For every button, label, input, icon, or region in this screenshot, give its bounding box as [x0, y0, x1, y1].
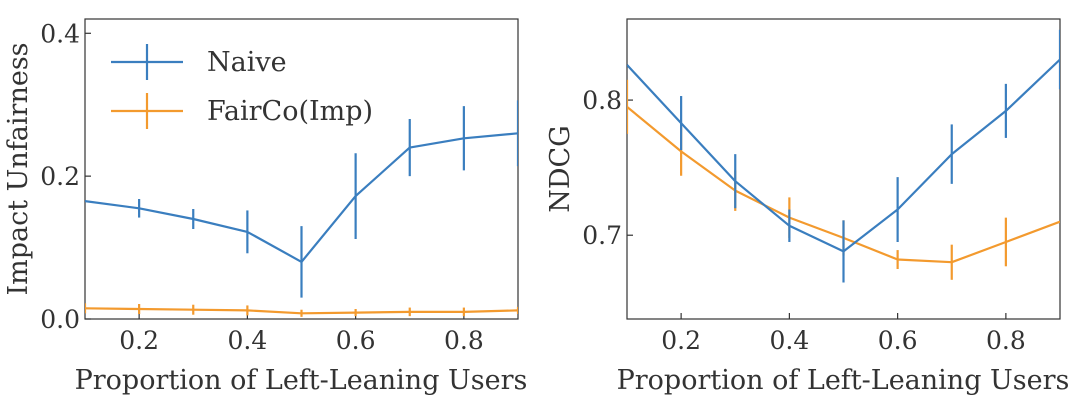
- y-tick-label: 0.8: [582, 86, 622, 115]
- y-ticks: 0.0 0.2 0.4: [40, 19, 91, 334]
- impact-unfairness-chart: 0.0 0.2 0.4 0.2 0.4 0.6 0.8 Proportion of Lef…: [3, 18, 528, 396]
- y-ticks: 0.7 0.8: [582, 86, 633, 250]
- x-tick-label: 0.4: [227, 326, 267, 355]
- y-tick-label: 0.2: [40, 162, 80, 191]
- x-tick-label: 0.8: [986, 326, 1026, 355]
- x-ticks: 0.2 0.4 0.6 0.8: [661, 313, 1026, 355]
- series-group: [85, 100, 518, 317]
- y-tick-label: 0.4: [40, 19, 80, 48]
- x-axis-label: Proportion of Left-Leaning Users: [75, 365, 528, 396]
- series-group: [627, 29, 1060, 283]
- y-tick-label: 0.0: [40, 305, 80, 334]
- x-tick-label: 0.2: [119, 326, 159, 355]
- legend-naive-label: Naive: [207, 47, 287, 78]
- y-axis-label: NDCG: [545, 125, 576, 213]
- plot-area-frame: [626, 18, 1061, 320]
- legend-fairco-label: FairCo(Imp): [207, 96, 373, 127]
- x-ticks: 0.2 0.4 0.6 0.8: [119, 313, 484, 355]
- y-axis-label: Impact Unfairness: [3, 42, 34, 295]
- y-tick-label: 0.7: [582, 221, 622, 250]
- x-tick-label: 0.8: [444, 326, 484, 355]
- x-tick-label: 0.6: [336, 326, 376, 355]
- plot-area-frame: [84, 18, 519, 320]
- x-tick-label: 0.4: [769, 326, 809, 355]
- ndcg-chart: 0.7 0.8 0.2 0.4 0.6 0.8 Proportion of Left-L…: [545, 18, 1070, 396]
- x-tick-label: 0.2: [661, 326, 701, 355]
- x-tick-label: 0.6: [878, 326, 918, 355]
- legend: Naive FairCo(Imp): [111, 44, 373, 129]
- x-axis-label: Proportion of Left-Leaning Users: [617, 365, 1070, 396]
